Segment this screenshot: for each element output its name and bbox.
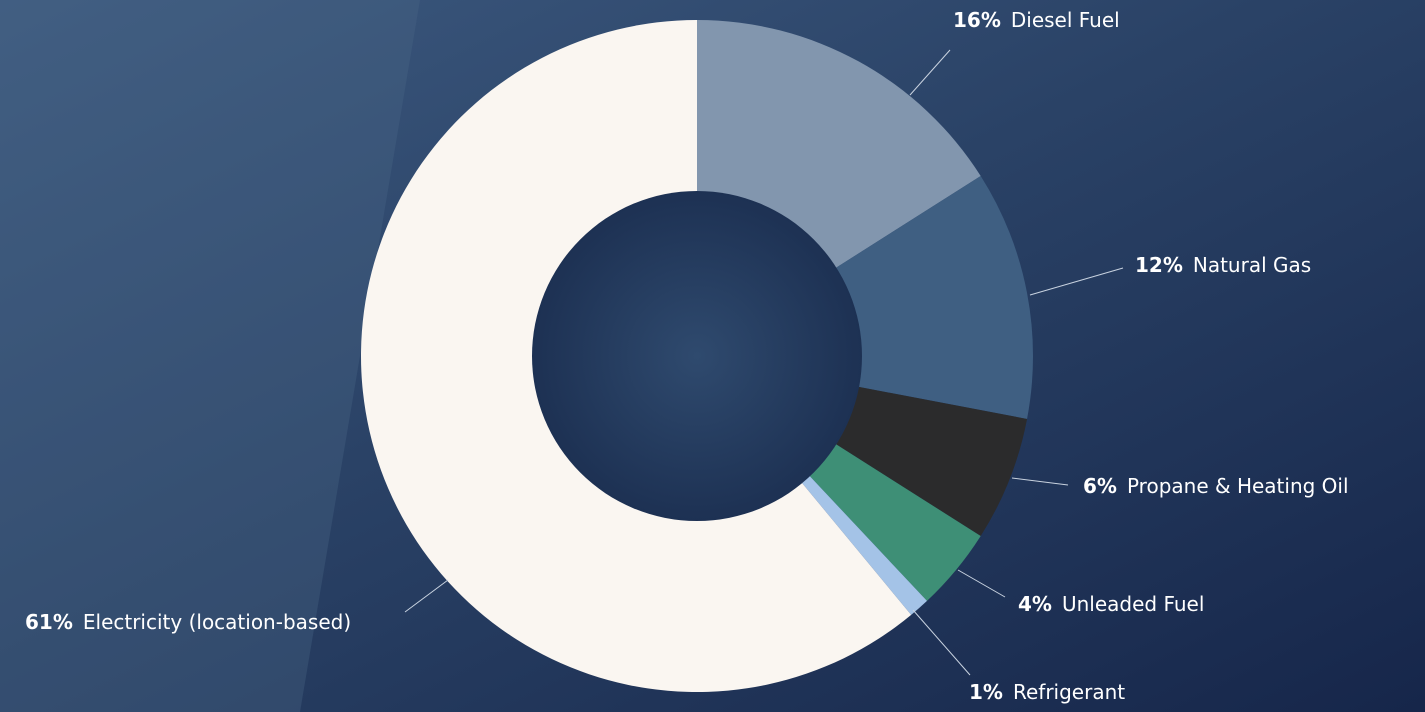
background-snow xyxy=(0,0,420,712)
slice-label: 61% Electricity (location-based) xyxy=(25,610,351,634)
value-label: 6% xyxy=(1083,474,1117,498)
slice-label: 16% Diesel Fuel xyxy=(953,8,1120,32)
category-label: Refrigerant xyxy=(1013,680,1125,704)
category-label: Unleaded Fuel xyxy=(1062,592,1204,616)
leader-line xyxy=(1029,267,1124,296)
value-label: 4% xyxy=(1018,592,1052,616)
leader-line xyxy=(912,609,971,676)
category-label: Propane & Heating Oil xyxy=(1127,474,1349,498)
leader-line xyxy=(404,579,449,613)
slice-label: 12% Natural Gas xyxy=(1135,253,1311,277)
category-label: Diesel Fuel xyxy=(1011,8,1120,32)
slice-label: 4% Unleaded Fuel xyxy=(1018,592,1204,616)
value-label: 61% xyxy=(25,610,73,634)
leader-line xyxy=(957,569,1006,598)
donut-hole xyxy=(532,191,862,521)
value-label: 12% xyxy=(1135,253,1183,277)
slice-label: 1% Refrigerant xyxy=(969,680,1125,704)
leader-line xyxy=(909,49,951,96)
category-label: Natural Gas xyxy=(1193,253,1311,277)
slice-label: 6% Propane & Heating Oil xyxy=(1083,474,1349,498)
value-label: 1% xyxy=(969,680,1003,704)
labels: 16% Diesel Fuel 12% Natural Gas 6% Propane & … xyxy=(25,8,1349,704)
category-label: Electricity (location-based) xyxy=(83,610,351,634)
value-label: 16% xyxy=(953,8,1001,32)
leader-line xyxy=(1011,477,1069,486)
